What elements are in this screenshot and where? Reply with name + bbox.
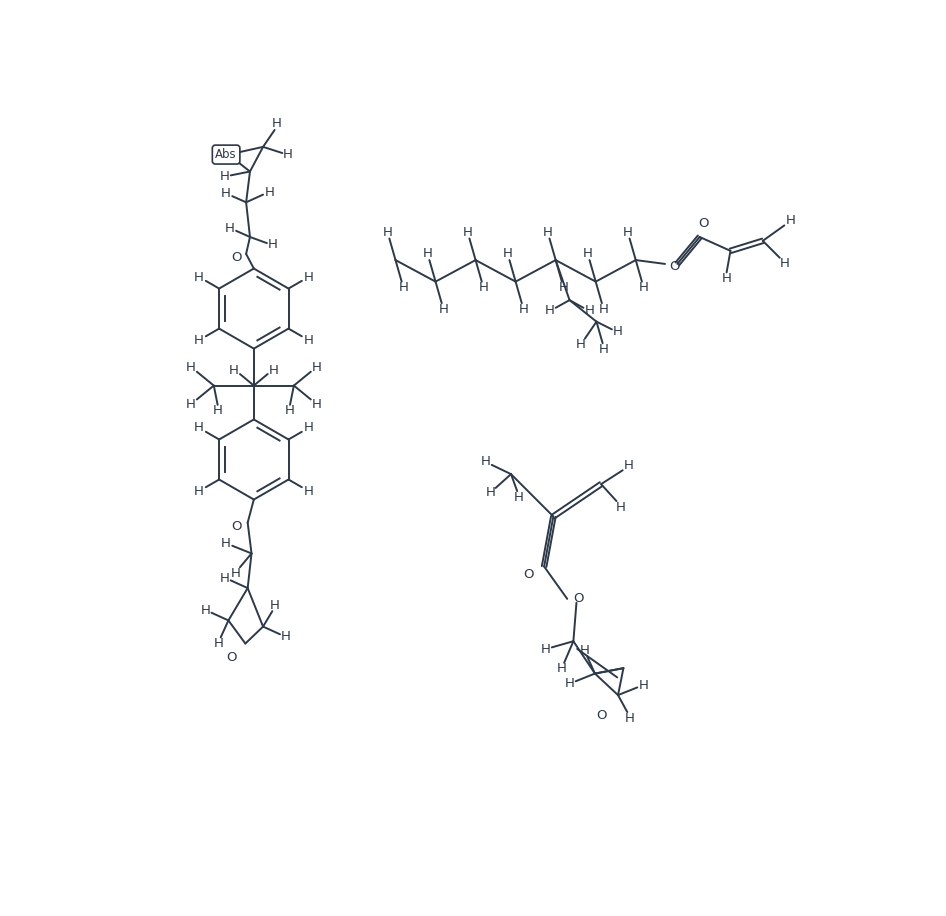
Text: H: H	[383, 226, 393, 239]
Text: O: O	[232, 251, 242, 264]
Text: H: H	[213, 405, 222, 418]
Text: O: O	[226, 651, 236, 664]
Text: O: O	[698, 216, 709, 230]
Text: H: H	[580, 644, 590, 657]
Text: H: H	[583, 247, 593, 260]
Text: H: H	[270, 598, 280, 612]
Text: H: H	[285, 405, 295, 418]
Text: H: H	[463, 226, 473, 239]
Text: H: H	[616, 501, 626, 514]
Text: H: H	[185, 361, 196, 374]
Text: H: H	[231, 567, 241, 580]
Text: H: H	[485, 486, 495, 499]
Text: H: H	[541, 643, 551, 656]
Text: H: H	[565, 677, 574, 690]
Text: H: H	[785, 214, 796, 227]
Text: H: H	[219, 170, 230, 183]
Text: H: H	[624, 712, 635, 725]
Text: H: H	[194, 270, 204, 284]
Text: H: H	[423, 247, 432, 260]
Text: H: H	[780, 257, 789, 270]
Text: H: H	[264, 186, 274, 199]
Text: H: H	[438, 303, 448, 316]
Text: H: H	[613, 325, 623, 338]
Text: H: H	[312, 398, 322, 410]
Text: H: H	[221, 188, 231, 201]
Text: H: H	[272, 117, 282, 130]
Text: H: H	[312, 361, 322, 374]
Text: H: H	[543, 226, 552, 239]
Text: H: H	[225, 222, 235, 235]
Text: H: H	[281, 630, 291, 643]
Text: H: H	[268, 238, 278, 251]
Text: O: O	[596, 709, 606, 723]
Text: H: H	[221, 537, 231, 550]
Text: H: H	[194, 485, 204, 497]
Text: H: H	[194, 333, 204, 346]
Text: H: H	[219, 572, 230, 584]
Text: O: O	[523, 568, 534, 581]
Text: H: H	[518, 303, 528, 316]
Text: H: H	[599, 303, 608, 316]
Text: H: H	[623, 226, 633, 239]
Text: H: H	[304, 270, 313, 284]
Text: H: H	[503, 247, 513, 260]
Text: H: H	[269, 364, 279, 376]
Text: H: H	[214, 637, 223, 650]
Text: H: H	[576, 338, 586, 351]
Text: H: H	[514, 491, 524, 504]
Text: H: H	[398, 281, 408, 294]
Text: H: H	[639, 679, 648, 692]
Text: O: O	[573, 593, 584, 605]
Text: H: H	[194, 421, 204, 434]
Text: H: H	[639, 281, 648, 294]
Text: H: H	[229, 364, 238, 376]
Text: H: H	[283, 148, 292, 161]
Text: H: H	[185, 398, 196, 410]
Text: H: H	[304, 333, 313, 346]
Text: O: O	[669, 260, 679, 273]
Text: H: H	[585, 303, 594, 317]
Text: H: H	[558, 281, 569, 294]
Text: H: H	[479, 281, 488, 294]
Text: H: H	[304, 485, 313, 497]
Text: O: O	[232, 520, 242, 533]
Text: H: H	[201, 604, 210, 616]
Text: H: H	[623, 459, 634, 472]
Text: H: H	[599, 343, 609, 356]
Text: H: H	[557, 662, 567, 675]
Text: Abs: Abs	[216, 148, 236, 161]
Text: H: H	[545, 303, 554, 317]
Text: H: H	[481, 455, 491, 468]
Text: H: H	[304, 421, 313, 434]
Text: H: H	[722, 272, 731, 285]
